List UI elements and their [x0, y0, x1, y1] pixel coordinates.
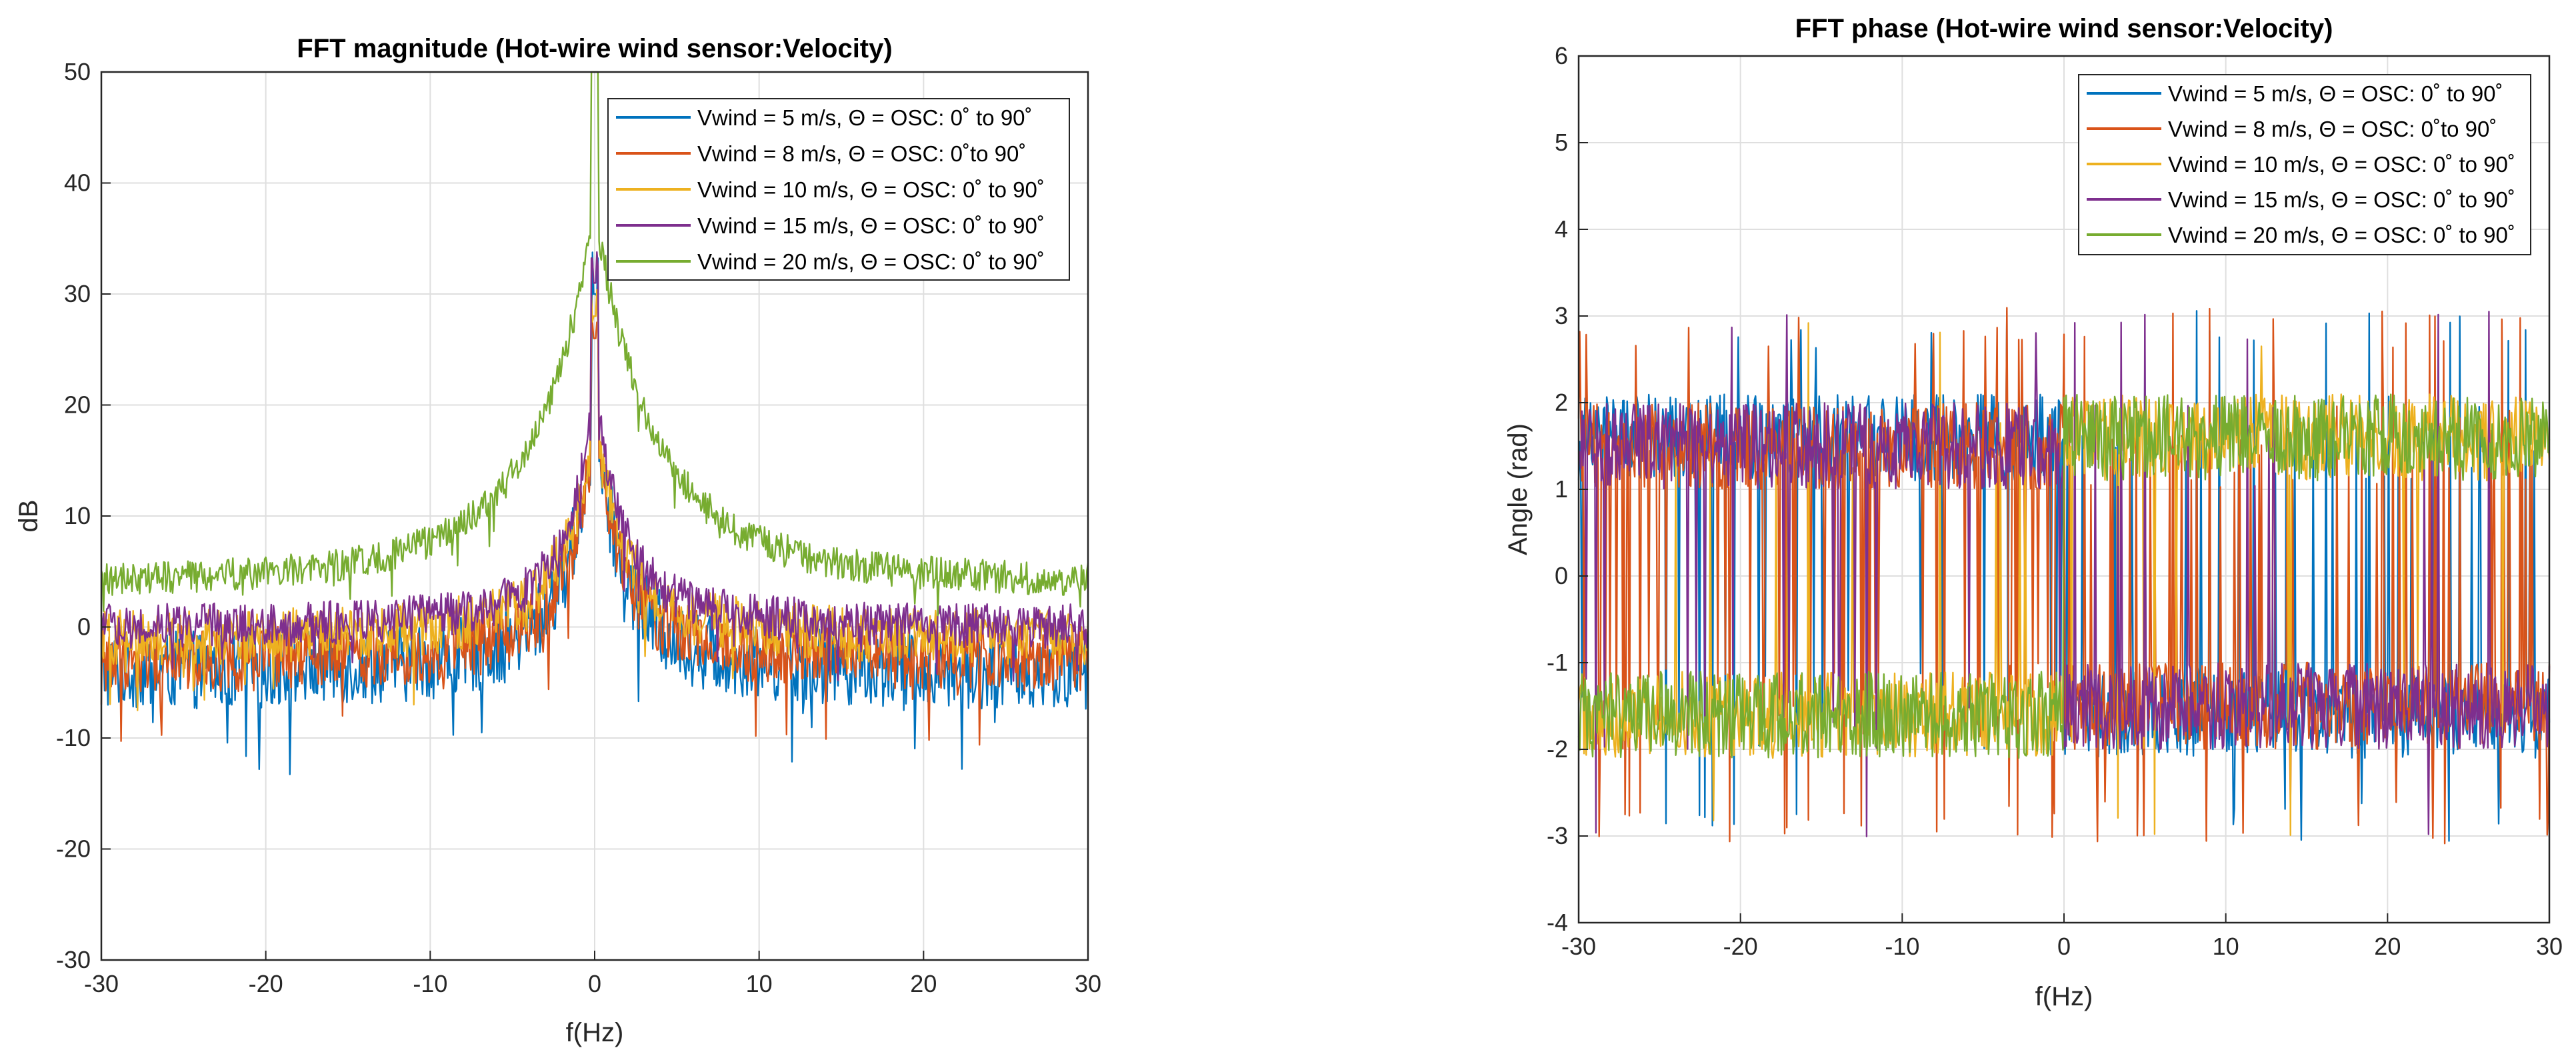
series-line [100, 251, 1089, 775]
legend-entry: Vwind = 20 m/s, Θ = OSC: 0˚ to 90˚ [2168, 223, 2515, 247]
x-tick-label: -20 [249, 970, 283, 997]
phase-ylabel: Angle (rad) [1503, 423, 1533, 555]
phase-title: FFT phase (Hot-wire wind sensor:Velocity… [1795, 14, 2333, 43]
y-tick-label: 3 [1555, 302, 1568, 329]
y-tick-label: 30 [64, 280, 91, 307]
legend-entry: Vwind = 8 m/s, Θ = OSC: 0˚to 90˚ [2168, 117, 2497, 141]
y-tick-label: 0 [1555, 562, 1568, 589]
legend-entry: Vwind = 8 m/s, Θ = OSC: 0˚to 90˚ [697, 141, 1026, 166]
legend-entry: Vwind = 20 m/s, Θ = OSC: 0˚ to 90˚ [697, 249, 1045, 274]
x-tick-label: 0 [2057, 933, 2071, 960]
legend-entry: Vwind = 5 m/s, Θ = OSC: 0˚ to 90˚ [697, 105, 1033, 130]
x-tick-label: 10 [2213, 933, 2239, 960]
series-line [1577, 393, 2551, 759]
x-tick-label: 30 [1075, 970, 1101, 997]
y-tick-label: 40 [64, 169, 91, 197]
magnitude-ylabel: dB [14, 500, 43, 533]
legend-entry: Vwind = 10 m/s, Θ = OSC: 0˚ to 90˚ [697, 177, 1045, 202]
x-tick-label: -10 [1885, 933, 1919, 960]
legend-entry: Vwind = 15 m/s, Θ = OSC: 0˚ to 90˚ [2168, 187, 2515, 212]
x-tick-label: -20 [1723, 933, 1758, 960]
y-tick-label: -1 [1547, 649, 1568, 676]
magnitude-plot: -30 -20 -10 0 10 20 30 -30 -20 -10 0 10 20 30 40 50 FFT… [14, 34, 1101, 1047]
magnitude-ticks: -30 -20 -10 0 10 20 30 -30 -20 -10 0 10 20 30 40 50 [56, 58, 1101, 997]
phase-xlabel: f(Hz) [2035, 982, 2093, 1011]
y-tick-label: -2 [1547, 735, 1568, 763]
series-line [1577, 307, 2551, 845]
x-tick-label: 0 [588, 970, 601, 997]
legend-entry: Vwind = 5 m/s, Θ = OSC: 0˚ to 90˚ [2168, 81, 2503, 106]
x-tick-label: 20 [2374, 933, 2401, 960]
y-tick-label: -30 [56, 946, 91, 973]
x-tick-label: 30 [2536, 933, 2563, 960]
x-tick-label: 10 [746, 970, 773, 997]
y-tick-label: -4 [1547, 909, 1568, 936]
y-tick-label: 4 [1555, 215, 1568, 243]
phase-series-group [1577, 307, 2551, 845]
y-tick-label: 5 [1555, 129, 1568, 156]
y-tick-label: 10 [64, 502, 91, 529]
y-tick-label: -3 [1547, 822, 1568, 849]
legend-entry: Vwind = 15 m/s, Θ = OSC: 0˚ to 90˚ [697, 213, 1045, 238]
y-tick-label: 2 [1555, 389, 1568, 416]
y-tick-label: 1 [1555, 475, 1568, 503]
x-tick-label: -30 [84, 970, 119, 997]
y-tick-label: 6 [1555, 42, 1568, 69]
magnitude-title: FFT magnitude (Hot-wire wind sensor:Velo… [297, 34, 892, 63]
series-line [1578, 311, 2551, 837]
x-tick-label: 20 [910, 970, 937, 997]
y-tick-label: 20 [64, 391, 91, 419]
x-tick-label: -30 [1561, 933, 1596, 960]
series-line [100, 251, 1089, 682]
y-tick-label: 50 [64, 58, 91, 85]
magnitude-xlabel: f(Hz) [566, 1018, 624, 1047]
y-tick-label: -20 [56, 835, 91, 863]
y-tick-label: 0 [77, 613, 91, 641]
legend-entry: Vwind = 10 m/s, Θ = OSC: 0˚ to 90˚ [2168, 152, 2515, 177]
y-tick-label: -10 [56, 724, 91, 751]
phase-legend[interactable]: Vwind = 5 m/s, Θ = OSC: 0˚ to 90˚ Vwind =… [2078, 74, 2531, 255]
magnitude-legend[interactable]: Vwind = 5 m/s, Θ = OSC: 0˚ to 90˚ Vwind =… [607, 98, 1070, 281]
x-tick-label: -10 [413, 970, 447, 997]
